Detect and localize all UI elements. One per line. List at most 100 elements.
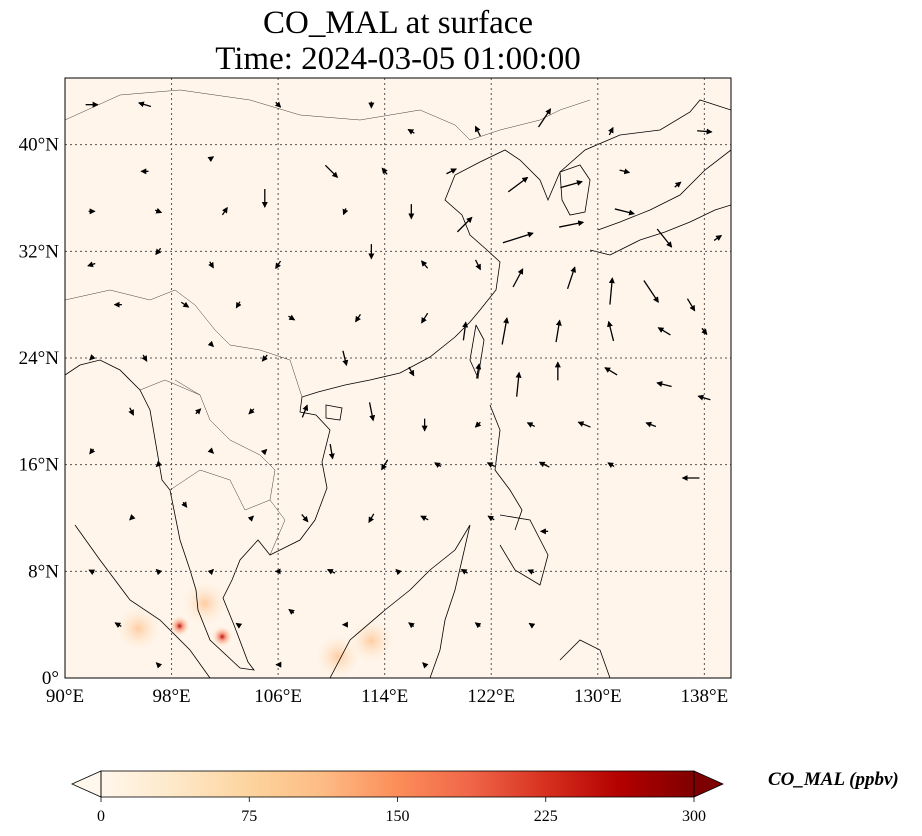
wind-arrow [288, 608, 295, 615]
colorbar-tick-label: 0 [97, 808, 105, 825]
wind-arrow [515, 371, 522, 397]
wind-arrow [207, 568, 215, 576]
wind-arrow [137, 101, 152, 108]
lon-tick-label: 138°E [681, 686, 729, 707]
country-borders [65, 89, 591, 556]
lon-tick-label: 98°E [152, 686, 190, 707]
lon-tick-label: 114°E [361, 686, 408, 707]
wind-arrow [355, 314, 361, 323]
wind-arrow [604, 367, 618, 376]
coastline-korea [559, 164, 591, 216]
co-hotspot [316, 634, 361, 678]
wind-arrow [446, 168, 457, 175]
wind-arrow [275, 260, 282, 270]
wind-arrow [207, 156, 215, 163]
wind-arrow [486, 462, 496, 468]
wind-arrow [288, 314, 296, 321]
lat-tick-label: 24°N [19, 348, 60, 369]
wind-arrow [560, 180, 583, 189]
coastline-borneo [329, 524, 471, 678]
wind-arrow [395, 568, 402, 576]
wind-arrow [614, 208, 636, 216]
colorbar-tick-label: 150 [386, 808, 410, 825]
wind-arrow [260, 448, 268, 456]
coastline-philippines-south [499, 514, 549, 586]
map-frame [64, 77, 732, 679]
coastline-japan-south [589, 204, 731, 256]
co-hotspot [349, 618, 394, 663]
wind-arrow [656, 381, 672, 388]
plot-title: CO_MAL at surface [262, 5, 534, 41]
wind-arrow [559, 220, 585, 228]
coastlines [65, 99, 731, 678]
wind-arrow [128, 407, 134, 416]
wind-arrow [420, 515, 429, 522]
wind-arrow [657, 327, 671, 336]
plot-subtitle-time: Time: 2024-03-05 01:00:00 [215, 41, 581, 77]
wind-arrow [381, 167, 388, 175]
wind-arrow [487, 515, 495, 522]
wind-arrow [527, 569, 535, 575]
lon-tick-label: 90°E [46, 686, 84, 707]
wind-arrow [129, 514, 136, 521]
wind-arrow [474, 259, 481, 271]
colorbar-tick-label: 75 [241, 808, 257, 825]
colorbar-extend-high [693, 770, 724, 798]
wind-arrow [141, 354, 148, 362]
wind-arrow [155, 460, 163, 468]
wind-arrow [301, 404, 309, 418]
lat-tick-label: 40°N [19, 135, 60, 156]
wind-arrow [155, 247, 162, 256]
wind-arrow [154, 207, 163, 214]
latitude-tick-labels: 0° 8°N 16°N 24°N 32°N 40°N [19, 135, 60, 689]
wind-arrow [89, 354, 96, 361]
wind-vector-field [85, 101, 723, 669]
colorbar-ticks: 0 75 150 225 300 [97, 797, 706, 825]
wind-arrow [326, 568, 336, 575]
wind-arrow [248, 408, 255, 415]
wind-arrow [456, 216, 473, 233]
wind-arrow [607, 320, 615, 342]
wind-arrow [645, 421, 657, 428]
coastline-japan-honshu [597, 149, 731, 231]
wind-arrow [420, 260, 429, 269]
gridlines [65, 78, 731, 678]
wind-arrow [235, 301, 242, 309]
wind-arrow [89, 447, 96, 455]
coastline-taiwan [469, 324, 485, 380]
wind-arrow [526, 422, 536, 428]
map-background [65, 78, 731, 678]
wind-arrow [475, 363, 482, 379]
wind-arrow [407, 128, 415, 135]
wind-arrow [686, 298, 696, 312]
wind-arrow [474, 421, 482, 428]
lat-tick-label: 32°N [19, 241, 60, 262]
wind-arrow [381, 459, 389, 471]
wind-arrow [462, 321, 469, 341]
wind-arrow [674, 181, 682, 188]
wind-arrow [261, 354, 268, 362]
wind-arrow [207, 447, 215, 454]
colorbar-gradient [101, 771, 694, 797]
wind-arrow [180, 301, 190, 308]
wind-arrow [566, 266, 577, 290]
wind-arrow [528, 622, 536, 629]
wind-arrow [208, 261, 214, 269]
wind-arrow [408, 622, 415, 629]
wind-arrow [235, 622, 243, 629]
wind-arrow [608, 126, 614, 136]
lat-tick-label: 0° [42, 668, 59, 689]
lon-tick-label: 130°E [574, 686, 622, 707]
wind-arrow [301, 513, 309, 523]
wind-arrow [368, 513, 375, 524]
wind-arrow [643, 280, 659, 303]
co-hotspot [212, 626, 233, 647]
longitude-tick-labels: 90°E 98°E 106°E 114°E 122°E 130°E 138°E [46, 686, 728, 707]
co-concentration-field [116, 581, 394, 678]
wind-arrow [408, 366, 415, 377]
wind-arrow [247, 515, 254, 522]
wind-arrow [713, 235, 723, 241]
wind-arrow [697, 394, 711, 401]
wind-arrow [155, 568, 163, 576]
